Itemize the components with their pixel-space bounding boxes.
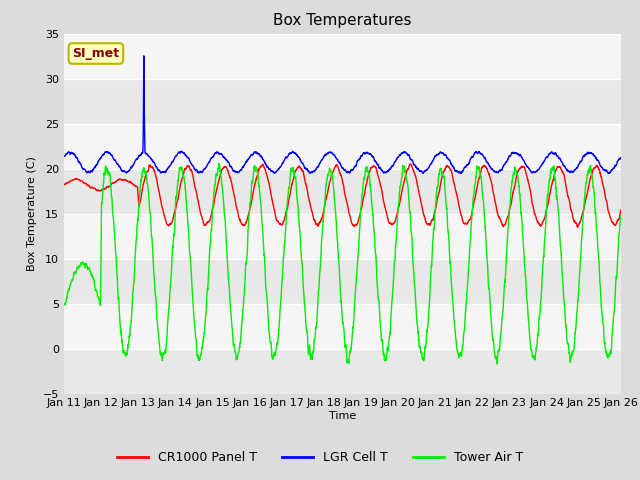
Tower Air T	[547, 171, 554, 177]
CR1000 Panel T	[546, 190, 554, 196]
Bar	[64, 34, 621, 79]
Tower Air T	[493, 361, 500, 367]
CR1000 Panel T	[60, 181, 68, 187]
LGR Cell T	[274, 167, 282, 173]
Bar	[64, 79, 621, 123]
LGR Cell T	[157, 170, 164, 176]
CR1000 Panel T	[298, 167, 306, 172]
Line: CR1000 Panel T: CR1000 Panel T	[64, 164, 621, 228]
Bar	[64, 168, 621, 214]
CR1000 Panel T	[259, 161, 266, 167]
Tower Air T	[124, 348, 131, 354]
LGR Cell T	[605, 171, 612, 177]
Line: Tower Air T: Tower Air T	[64, 163, 621, 364]
LGR Cell T	[546, 150, 554, 156]
Tower Air T	[60, 300, 68, 306]
LGR Cell T	[140, 53, 148, 59]
X-axis label: Time: Time	[329, 411, 356, 421]
Title: Box Temperatures: Box Temperatures	[273, 13, 412, 28]
Line: LGR Cell T: LGR Cell T	[64, 56, 621, 174]
CR1000 Panel T	[617, 207, 625, 213]
Y-axis label: Box Temperature (C): Box Temperature (C)	[28, 156, 37, 271]
Legend: CR1000 Panel T, LGR Cell T, Tower Air T: CR1000 Panel T, LGR Cell T, Tower Air T	[111, 446, 529, 469]
LGR Cell T	[298, 160, 306, 166]
Bar	[64, 303, 621, 348]
Tower Air T	[606, 350, 614, 356]
CR1000 Panel T	[606, 215, 614, 220]
CR1000 Panel T	[274, 218, 282, 224]
Tower Air T	[298, 258, 306, 264]
CR1000 Panel T	[574, 225, 582, 230]
LGR Cell T	[617, 156, 625, 161]
Tower Air T	[617, 215, 625, 221]
CR1000 Panel T	[124, 179, 131, 184]
Bar	[64, 214, 621, 259]
LGR Cell T	[124, 169, 131, 175]
LGR Cell T	[60, 154, 68, 159]
CR1000 Panel T	[157, 196, 164, 202]
Bar	[64, 123, 621, 168]
Bar	[64, 259, 621, 303]
LGR Cell T	[606, 169, 614, 175]
Tower Air T	[157, 351, 164, 357]
Tower Air T	[274, 340, 282, 346]
Bar	[64, 348, 621, 394]
Tower Air T	[216, 160, 223, 166]
Text: SI_met: SI_met	[72, 47, 120, 60]
